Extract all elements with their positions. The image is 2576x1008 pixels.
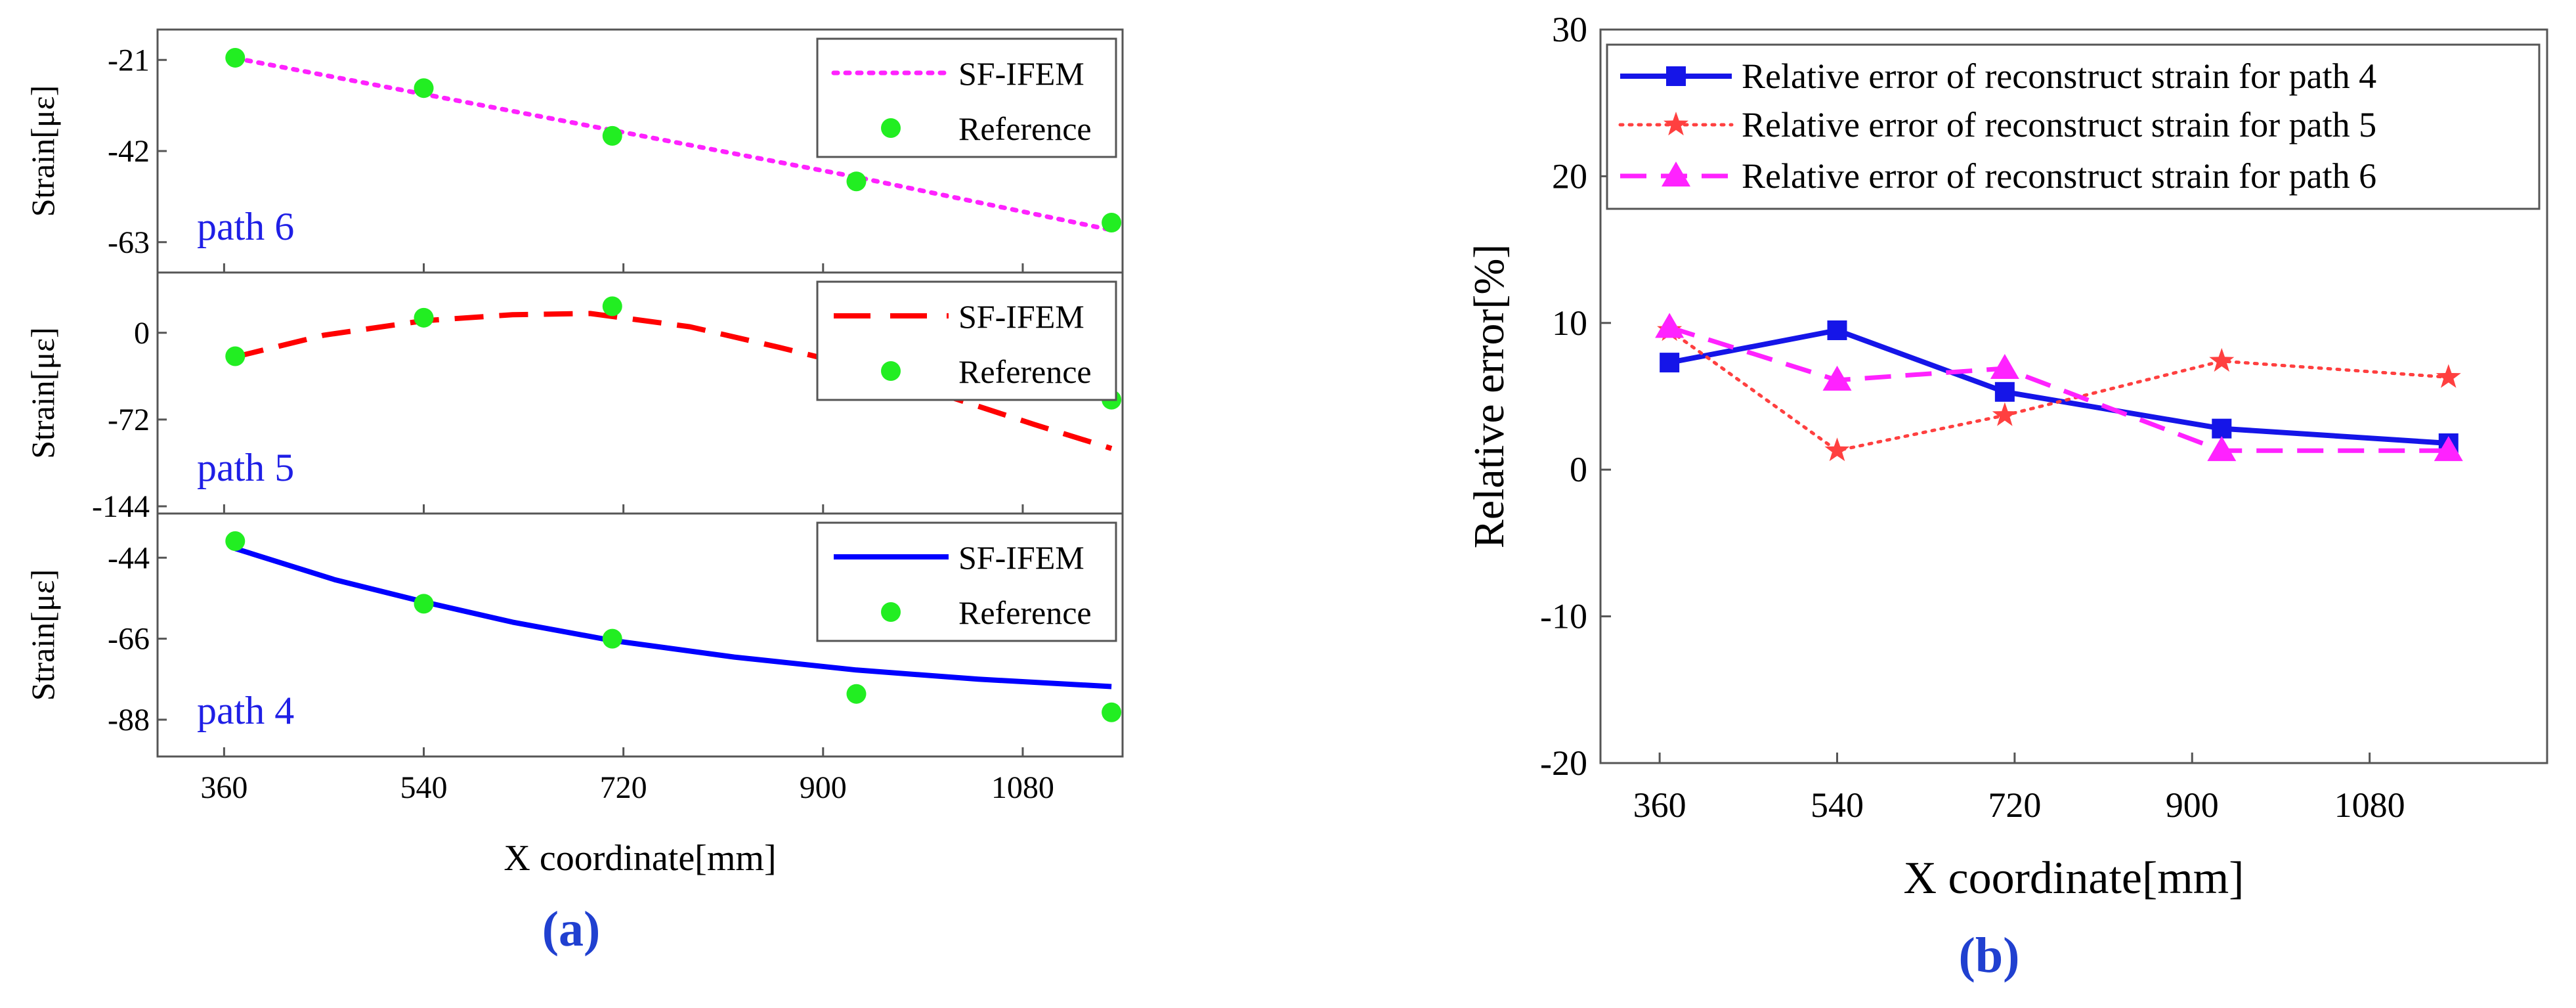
reference-point-p6: [602, 125, 622, 146]
error-point-path4: [1660, 353, 1680, 373]
error-point-path4: [2212, 418, 2232, 439]
error-line-path5: [1667, 328, 2451, 452]
error-point-path5: [2436, 364, 2461, 388]
legend-label-p4: SF-IFEM: [958, 539, 1084, 576]
legend-label-p6: Reference: [958, 110, 1092, 147]
y-tick-label-p6: -63: [108, 225, 150, 260]
x-axis-label-b: X coordinate[mm]: [1904, 853, 2244, 904]
legend-label-b: Relative error of reconstruct strain for…: [1742, 156, 2376, 196]
error-point-path4: [1827, 320, 1847, 340]
path-label-p4: path 4: [197, 689, 294, 732]
legend-label-b: Relative error of reconstruct strain for…: [1742, 105, 2376, 144]
legend-box-p5: [816, 280, 1117, 401]
error-line-path6: [1669, 325, 2449, 453]
reference-point-p5: [225, 346, 246, 366]
x-tick-label-b: 1080: [2334, 785, 2405, 825]
path-label-p6: path 6: [197, 205, 294, 248]
legend-label-b: Relative error of reconstruct strain for…: [1742, 56, 2376, 96]
error-point-path5: [1992, 402, 2017, 426]
reference-point-p6: [414, 78, 434, 99]
y-axis-label-p4: Strain[με]: [24, 569, 61, 701]
y-tick-label-p5: -144: [92, 489, 150, 524]
y-tick-label-b: 30: [1552, 10, 1587, 49]
reference-point-p6: [225, 47, 246, 68]
legend-marker-swatch-p5: [881, 361, 901, 381]
sf-ifem-line-p5: [234, 311, 1113, 451]
error-point-path6: [1990, 354, 2019, 380]
legend-marker-swatch-b: [1662, 162, 1690, 186]
legend-label-p5: Reference: [958, 353, 1092, 390]
y-tick-label-p4: -88: [108, 703, 150, 737]
error-point-path5: [1824, 437, 1850, 462]
error-line-path4: [1669, 328, 2449, 446]
y-tick-label-b: 0: [1570, 450, 1587, 489]
legend-marker-swatch-p4: [881, 602, 901, 622]
y-tick-label-b: 20: [1552, 156, 1587, 196]
y-tick-label-p6: -21: [108, 43, 150, 77]
y-tick-label-b: -10: [1540, 597, 1587, 636]
reference-point-p5: [414, 307, 434, 328]
reference-point-p6: [1102, 213, 1122, 233]
legend-box-p6: [816, 37, 1117, 158]
x-tick-label-b: 720: [1988, 785, 2041, 825]
x-tick-label-a: 360: [200, 770, 247, 805]
y-tick-label-b: -20: [1540, 743, 1587, 783]
legend-box-p4: [816, 521, 1117, 642]
x-tick-label-a: 720: [600, 770, 647, 805]
reference-point-p6: [846, 171, 867, 192]
panel-label-a: (a): [542, 902, 601, 957]
y-tick-label-b: 10: [1552, 303, 1587, 343]
reference-point-p4: [225, 531, 246, 552]
legend-label-p4: Reference: [958, 594, 1092, 631]
y-tick-label-p5: 0: [134, 316, 150, 351]
x-tick-label-a: 1080: [991, 770, 1054, 805]
reference-point-p4: [414, 594, 434, 614]
x-tick-label-b: 360: [1633, 785, 1686, 825]
error-point-path6: [1822, 365, 1852, 391]
y-tick-label-p6: -42: [108, 134, 150, 169]
y-axis-label-b: Relative error[%]: [1465, 244, 1513, 549]
error-point-path6: [1655, 313, 1685, 338]
y-tick-label-p5: -72: [108, 403, 150, 437]
path-label-p5: path 5: [197, 446, 294, 489]
legend-marker-swatch-b: [1666, 66, 1686, 86]
error-point-path5: [2209, 347, 2235, 372]
legend-label-p6: SF-IFEM: [958, 55, 1084, 92]
plot-frame-p4: [156, 512, 1124, 758]
legend-label-p5: SF-IFEM: [958, 298, 1084, 335]
y-tick-label-p4: -44: [108, 540, 150, 575]
legend-marker-swatch-p6: [881, 118, 901, 138]
reference-point-p4: [846, 684, 867, 704]
x-tick-label-b: 540: [1811, 785, 1864, 825]
x-tick-label-a: 900: [800, 770, 847, 805]
reference-point-p4: [1102, 702, 1122, 722]
error-point-path6: [2434, 436, 2463, 462]
panel-label-b: (b): [1959, 928, 2020, 983]
legend-box-b: [1606, 43, 2541, 210]
legend-marker-swatch-b: [1664, 112, 1688, 136]
x-axis-label-a: X coordinate[mm]: [504, 838, 776, 879]
y-tick-label-p4: -66: [108, 622, 150, 657]
x-tick-label-a: 540: [400, 770, 448, 805]
error-point-path4: [1994, 382, 2015, 402]
reference-point-p5: [602, 296, 622, 317]
error-point-path6: [2207, 436, 2237, 462]
reference-point-p4: [602, 628, 622, 649]
plot-frame-b: [1599, 28, 2548, 764]
y-axis-label-p6: Strain[με]: [24, 85, 61, 217]
y-axis-label-p5: Strain[με]: [24, 327, 61, 459]
x-tick-label-b: 900: [2166, 785, 2219, 825]
